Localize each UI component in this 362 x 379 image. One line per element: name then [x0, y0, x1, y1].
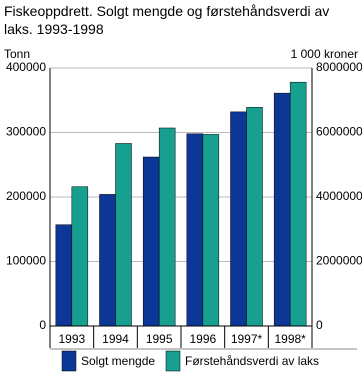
bar — [115, 143, 132, 327]
bar — [71, 186, 89, 327]
y-axis-label: Tonn — [4, 47, 30, 61]
y-tick-label: 0 — [39, 318, 46, 332]
y2-tick-label: 0 — [316, 318, 323, 332]
bar — [186, 133, 204, 327]
legend-label: Førstehåndsverdi av laks — [185, 354, 319, 368]
bar — [202, 134, 220, 327]
x-tick-label: 1997* — [231, 332, 263, 346]
bar — [142, 156, 160, 327]
y2-axis-label: 1 000 kroner — [291, 47, 358, 61]
x-tick-label: 1995 — [146, 332, 173, 346]
bar — [289, 81, 307, 327]
bar — [273, 92, 291, 327]
y2-tick-label: 8000000 — [316, 60, 362, 74]
y-tick-label: 300000 — [6, 125, 46, 139]
y2-tick-label: 4000000 — [316, 189, 362, 203]
y-tick-label: 100000 — [6, 254, 46, 268]
x-tick-label: 1994 — [102, 332, 129, 346]
x-tick-label: 1996 — [189, 332, 216, 346]
y2-tick-label: 6000000 — [316, 125, 362, 139]
y2-tick-label: 2000000 — [316, 254, 362, 268]
bar — [246, 107, 263, 327]
bar — [158, 127, 176, 327]
x-tick-label: 1998* — [274, 332, 306, 346]
bar — [55, 224, 73, 327]
chart-title: Fiskeoppdrett. Solgt mengde og førstehån… — [4, 3, 330, 37]
legend-swatch — [165, 350, 181, 372]
y-tick-label: 200000 — [6, 189, 46, 203]
y-tick-label: 400000 — [6, 60, 46, 74]
legend-label: Solgt mengde — [81, 354, 155, 368]
bar — [99, 194, 116, 327]
bar — [230, 111, 247, 327]
legend-swatch — [61, 350, 77, 372]
x-tick-label: 1993 — [58, 332, 85, 346]
